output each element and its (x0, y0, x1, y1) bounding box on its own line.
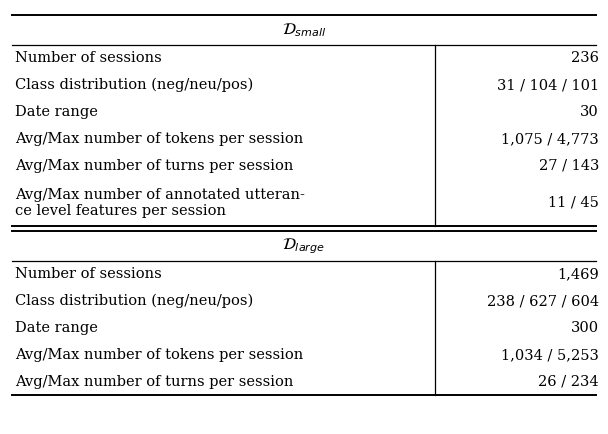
Text: Avg/Max number of annotated utteran-
ce level features per session: Avg/Max number of annotated utteran- ce … (15, 187, 305, 218)
Text: 1,034 / 5,253: 1,034 / 5,253 (501, 348, 599, 362)
Text: 238 / 627 / 604: 238 / 627 / 604 (487, 294, 599, 308)
Text: Number of sessions: Number of sessions (15, 267, 162, 281)
Text: $\mathcal{D}_{large}$: $\mathcal{D}_{large}$ (283, 236, 325, 256)
Text: 31 / 104 / 101: 31 / 104 / 101 (497, 78, 599, 92)
Text: Avg/Max number of tokens per session: Avg/Max number of tokens per session (15, 132, 303, 146)
Text: 1,075 / 4,773: 1,075 / 4,773 (501, 132, 599, 146)
Text: Avg/Max number of turns per session: Avg/Max number of turns per session (15, 375, 294, 389)
Text: Date range: Date range (15, 105, 98, 119)
Text: 27 / 143: 27 / 143 (539, 159, 599, 173)
Text: Avg/Max number of turns per session: Avg/Max number of turns per session (15, 159, 294, 173)
Text: 236: 236 (571, 51, 599, 65)
Text: Avg/Max number of tokens per session: Avg/Max number of tokens per session (15, 348, 303, 362)
Text: 11 / 45: 11 / 45 (548, 196, 599, 210)
Text: Class distribution (neg/neu/pos): Class distribution (neg/neu/pos) (15, 78, 254, 92)
Text: $\mathcal{D}_{small}$: $\mathcal{D}_{small}$ (282, 21, 326, 39)
Text: 26 / 234: 26 / 234 (538, 375, 599, 389)
Text: 30: 30 (580, 105, 599, 119)
Text: Date range: Date range (15, 321, 98, 335)
Text: 1,469: 1,469 (557, 267, 599, 281)
Text: Class distribution (neg/neu/pos): Class distribution (neg/neu/pos) (15, 294, 254, 309)
Text: 300: 300 (571, 321, 599, 335)
Text: Number of sessions: Number of sessions (15, 51, 162, 65)
